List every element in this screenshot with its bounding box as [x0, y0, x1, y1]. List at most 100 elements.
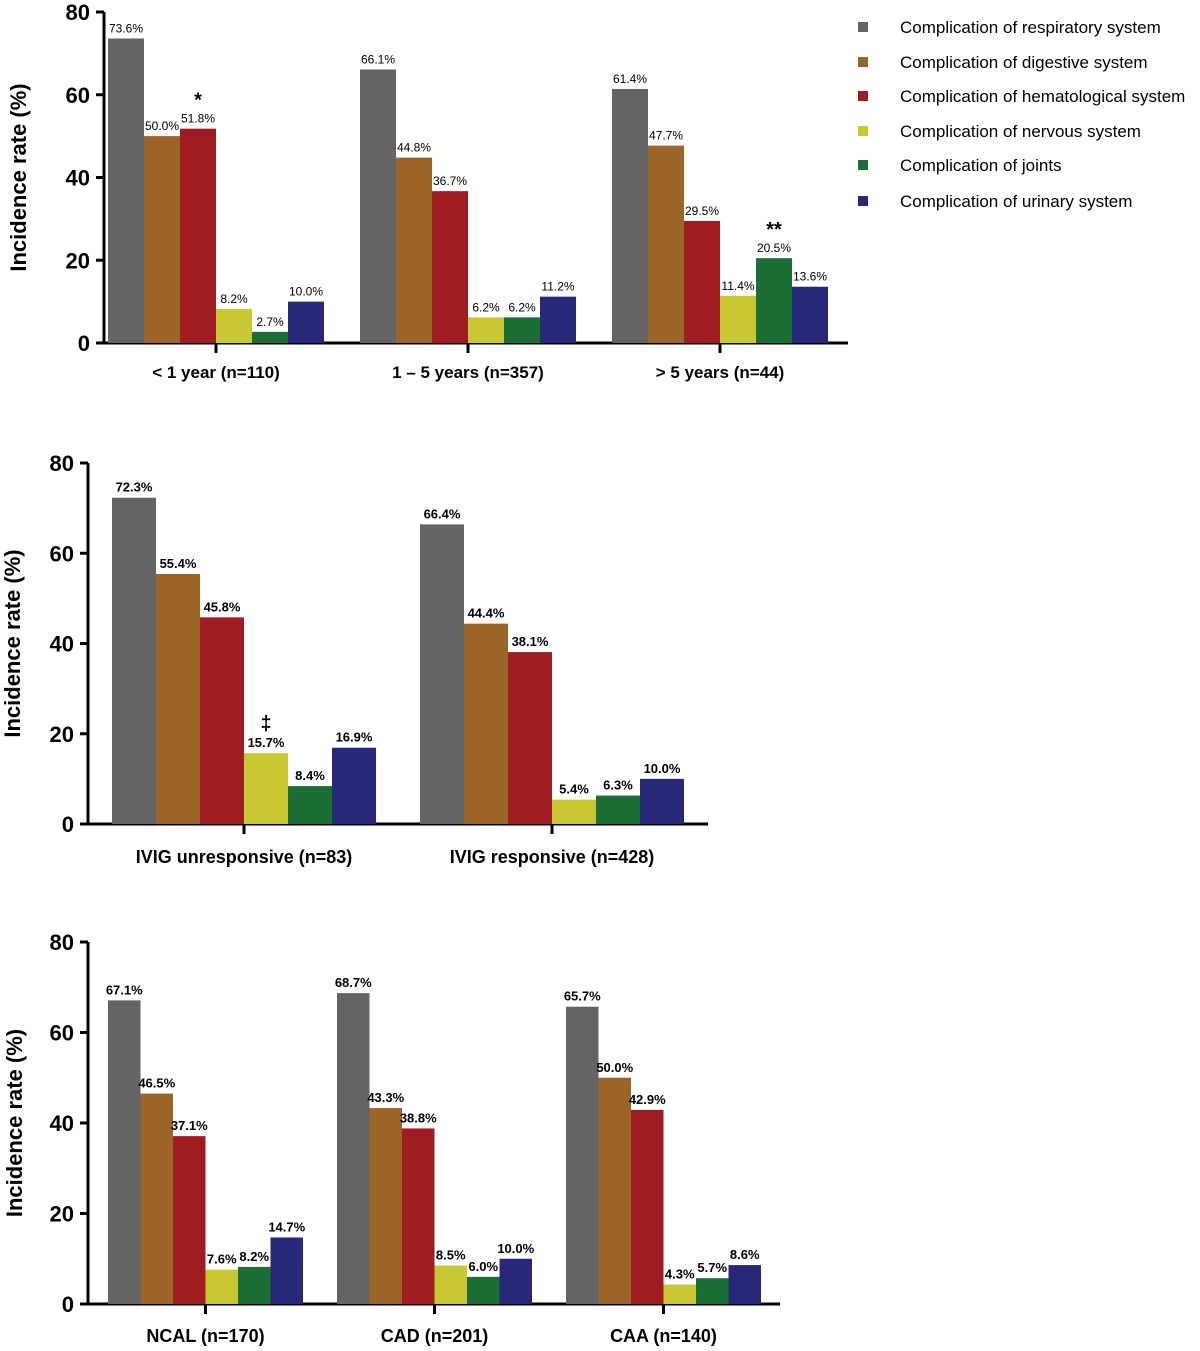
y-tick-label: 60 [50, 541, 74, 566]
bar-coronary-cat0-series3 [205, 1269, 238, 1304]
data-label: 20.5% [757, 241, 791, 255]
data-label: 44.4% [468, 606, 505, 621]
bar-age-cat1-series5 [540, 296, 576, 343]
data-label: 8.6% [730, 1247, 760, 1262]
y-tick-label: 80 [50, 930, 74, 955]
significance-marker: ‡ [260, 713, 271, 735]
data-label: 55.4% [160, 556, 197, 571]
x-tick-label: > 5 years (n=44) [656, 363, 785, 382]
data-label: 15.7% [248, 735, 285, 750]
bar-coronary-cat0-series5 [270, 1237, 303, 1304]
bar-ivig-cat1-series3 [552, 799, 596, 824]
data-label: 4.3% [665, 1267, 695, 1282]
data-label: 10.0% [644, 761, 681, 776]
bar-ivig-cat0-series4 [288, 786, 332, 824]
bar-ivig-cat0-series5 [332, 747, 376, 824]
x-tick-label: 1 – 5 years (n=357) [392, 363, 544, 382]
bar-coronary-cat2-series0 [566, 1006, 599, 1304]
bar-coronary-cat0-series4 [238, 1266, 271, 1304]
bar-age-cat0-series5 [288, 301, 324, 343]
significance-marker: * [194, 90, 202, 112]
data-label: 6.3% [603, 778, 633, 793]
bar-age-cat0-series0 [108, 38, 144, 343]
legend-entry: Complication of joints [900, 156, 1062, 175]
x-tick-label: < 1 year (n=110) [152, 363, 280, 382]
data-label: 61.4% [613, 72, 647, 86]
data-label: 10.0% [289, 285, 323, 299]
x-tick-label: CAA (n=140) [610, 1326, 717, 1346]
data-label: 36.7% [433, 174, 467, 188]
data-label: 29.5% [685, 204, 719, 218]
y-axis-title: Incidence rate (%) [0, 549, 25, 737]
data-label: 7.6% [207, 1252, 237, 1267]
legend-swatch [858, 126, 868, 136]
y-tick-label: 40 [50, 1111, 74, 1136]
y-axis-title: Incidence rate (%) [2, 1029, 27, 1217]
y-tick-label: 40 [66, 166, 90, 191]
x-tick-label: IVIG unresponsive (n=83) [136, 847, 353, 867]
y-tick-label: 60 [66, 83, 90, 108]
data-label: 47.7% [649, 129, 683, 143]
data-label: 13.6% [793, 270, 827, 284]
data-label: 73.6% [109, 21, 143, 35]
bar-coronary-cat0-series0 [108, 1000, 141, 1304]
bar-ivig-cat0-series3 [244, 753, 288, 824]
data-label: 10.0% [497, 1241, 534, 1256]
chart-panel-coronary: 0 20 40 60 80 Incidence rate (%) NCAL (n=170) 6… [2, 930, 780, 1346]
bar-age-cat2-series5 [792, 286, 828, 343]
bar-coronary-cat1-series4 [467, 1276, 500, 1304]
bar-coronary-cat2-series2 [631, 1109, 664, 1304]
data-label: 72.3% [116, 480, 153, 495]
data-label: 8.5% [436, 1248, 466, 1263]
bar-ivig-cat1-series0 [420, 524, 464, 824]
bar-age-cat1-series1 [396, 157, 432, 343]
legend-entry: Complication of digestive system [900, 53, 1148, 72]
data-label: 6.2% [472, 300, 500, 314]
data-label: 8.4% [295, 768, 325, 783]
bar-ivig-cat1-series4 [596, 795, 640, 824]
bar-coronary-cat1-series5 [499, 1258, 532, 1304]
legend-swatch [858, 196, 868, 206]
data-label: 50.0% [596, 1060, 633, 1075]
bar-ivig-cat1-series1 [464, 623, 508, 824]
bar-coronary-cat0-series1 [140, 1093, 173, 1304]
bar-age-cat1-series4 [504, 317, 540, 343]
data-label: 38.1% [512, 634, 549, 649]
data-label: 11.2% [541, 280, 574, 294]
bar-coronary-cat2-series5 [728, 1265, 761, 1304]
bar-age-cat1-series2 [432, 191, 468, 343]
legend-swatch [858, 91, 868, 101]
chart-panel-ivig: 0 20 40 60 80 Incidence rate (%) IVIG unrespon… [0, 451, 708, 867]
y-tick-label: 20 [50, 1202, 74, 1227]
x-tick-label: CAD (n=201) [381, 1326, 489, 1346]
bar-age-cat1-series3 [468, 317, 504, 343]
y-tick-label: 0 [62, 812, 74, 837]
data-label: 16.9% [336, 730, 373, 745]
legend-entry: Complication of respiratory system [900, 18, 1161, 37]
x-tick-label: NCAL (n=170) [146, 1326, 264, 1346]
bar-age-cat2-series0 [612, 88, 648, 344]
significance-marker: ** [766, 219, 782, 241]
bar-coronary-cat0-series2 [173, 1136, 206, 1304]
bar-age-cat0-series3 [216, 309, 252, 343]
legend-entry: Complication of urinary system [900, 192, 1132, 211]
bar-age-cat2-series3 [720, 295, 756, 343]
data-label: 68.7% [335, 975, 372, 990]
data-label: 67.1% [106, 982, 143, 997]
legend-swatch [858, 57, 868, 67]
y-tick-label: 40 [50, 632, 74, 657]
y-tick-label: 0 [78, 331, 90, 356]
bar-age-cat0-series4 [252, 331, 288, 343]
data-label: 5.7% [697, 1260, 727, 1275]
legend: Complication of respiratory system Compli… [858, 18, 1185, 211]
x-tick-label: IVIG responsive (n=428) [450, 847, 655, 867]
bar-age-cat2-series2 [684, 220, 720, 343]
bar-ivig-cat0-series1 [156, 574, 200, 824]
data-label: 2.7% [256, 315, 284, 329]
y-tick-label: 20 [66, 248, 90, 273]
bar-coronary-cat1-series1 [369, 1108, 402, 1304]
y-axis-title: Incidence rate (%) [6, 83, 31, 271]
bar-age-cat1-series0 [360, 69, 396, 343]
data-label: 8.2% [220, 292, 248, 306]
